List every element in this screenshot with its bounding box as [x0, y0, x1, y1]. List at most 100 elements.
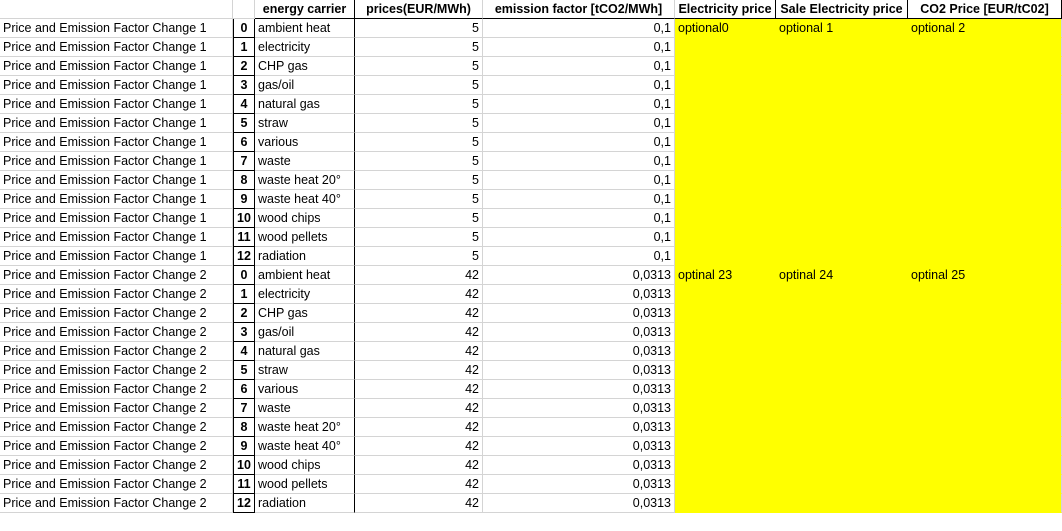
index-cell[interactable]: 0: [233, 266, 255, 285]
scenario-name-cell[interactable]: Price and Emission Factor Change 2: [0, 285, 233, 304]
scenario-name-cell[interactable]: Price and Emission Factor Change 2: [0, 380, 233, 399]
index-cell[interactable]: 5: [233, 114, 255, 133]
header-cell-a[interactable]: [0, 0, 233, 19]
header-electricity-price[interactable]: Electricity price: [675, 0, 776, 19]
price-cell[interactable]: 5: [355, 152, 483, 171]
price-cell[interactable]: 42: [355, 494, 483, 513]
energy-carrier-cell[interactable]: wood chips: [255, 456, 355, 475]
co2-price-cell[interactable]: [908, 342, 1062, 361]
energy-carrier-cell[interactable]: waste: [255, 399, 355, 418]
electricity-price-cell[interactable]: [675, 494, 776, 513]
index-cell[interactable]: 11: [233, 228, 255, 247]
scenario-name-cell[interactable]: Price and Emission Factor Change 2: [0, 323, 233, 342]
scenario-name-cell[interactable]: Price and Emission Factor Change 2: [0, 342, 233, 361]
electricity-price-cell[interactable]: [675, 114, 776, 133]
sale-electricity-price-cell[interactable]: [776, 247, 908, 266]
electricity-price-cell[interactable]: [675, 152, 776, 171]
index-cell[interactable]: 2: [233, 304, 255, 323]
index-cell[interactable]: 8: [233, 171, 255, 190]
emission-factor-cell[interactable]: 0,0313: [483, 304, 675, 323]
scenario-name-cell[interactable]: Price and Emission Factor Change 1: [0, 209, 233, 228]
sale-electricity-price-cell[interactable]: [776, 114, 908, 133]
electricity-price-cell[interactable]: optinal 23: [675, 266, 776, 285]
emission-factor-cell[interactable]: 0,1: [483, 38, 675, 57]
header-co2-price[interactable]: CO2 Price [EUR/tC02]: [908, 0, 1062, 19]
index-cell[interactable]: 9: [233, 437, 255, 456]
scenario-name-cell[interactable]: Price and Emission Factor Change 1: [0, 95, 233, 114]
sale-electricity-price-cell[interactable]: [776, 152, 908, 171]
index-cell[interactable]: 6: [233, 133, 255, 152]
index-cell[interactable]: 10: [233, 456, 255, 475]
electricity-price-cell[interactable]: [675, 361, 776, 380]
index-cell[interactable]: 2: [233, 57, 255, 76]
energy-carrier-cell[interactable]: waste heat 40°: [255, 190, 355, 209]
co2-price-cell[interactable]: [908, 380, 1062, 399]
sale-electricity-price-cell[interactable]: [776, 209, 908, 228]
sale-electricity-price-cell[interactable]: [776, 418, 908, 437]
scenario-name-cell[interactable]: Price and Emission Factor Change 1: [0, 19, 233, 38]
header-energy-carrier[interactable]: energy carrier: [255, 0, 355, 19]
emission-factor-cell[interactable]: 0,1: [483, 133, 675, 152]
electricity-price-cell[interactable]: [675, 209, 776, 228]
electricity-price-cell[interactable]: [675, 190, 776, 209]
emission-factor-cell[interactable]: 0,1: [483, 114, 675, 133]
index-cell[interactable]: 4: [233, 342, 255, 361]
price-cell[interactable]: 42: [355, 399, 483, 418]
scenario-name-cell[interactable]: Price and Emission Factor Change 2: [0, 361, 233, 380]
price-cell[interactable]: 42: [355, 304, 483, 323]
energy-carrier-cell[interactable]: natural gas: [255, 95, 355, 114]
scenario-name-cell[interactable]: Price and Emission Factor Change 1: [0, 171, 233, 190]
co2-price-cell[interactable]: [908, 456, 1062, 475]
sale-electricity-price-cell[interactable]: [776, 399, 908, 418]
co2-price-cell[interactable]: [908, 114, 1062, 133]
energy-carrier-cell[interactable]: electricity: [255, 285, 355, 304]
index-cell[interactable]: 1: [233, 285, 255, 304]
electricity-price-cell[interactable]: [675, 399, 776, 418]
price-cell[interactable]: 5: [355, 38, 483, 57]
sale-electricity-price-cell[interactable]: [776, 228, 908, 247]
sale-electricity-price-cell[interactable]: [776, 95, 908, 114]
price-cell[interactable]: 42: [355, 380, 483, 399]
emission-factor-cell[interactable]: 0,0313: [483, 456, 675, 475]
energy-carrier-cell[interactable]: waste heat 20°: [255, 171, 355, 190]
index-cell[interactable]: 12: [233, 247, 255, 266]
co2-price-cell[interactable]: [908, 76, 1062, 95]
header-sale-electricity-price[interactable]: Sale Electricity price: [776, 0, 908, 19]
price-cell[interactable]: 5: [355, 114, 483, 133]
index-cell[interactable]: 1: [233, 38, 255, 57]
electricity-price-cell[interactable]: [675, 342, 776, 361]
sale-electricity-price-cell[interactable]: [776, 171, 908, 190]
co2-price-cell[interactable]: [908, 304, 1062, 323]
co2-price-cell[interactable]: [908, 95, 1062, 114]
electricity-price-cell[interactable]: [675, 247, 776, 266]
emission-factor-cell[interactable]: 0,0313: [483, 494, 675, 513]
sale-electricity-price-cell[interactable]: [776, 76, 908, 95]
scenario-name-cell[interactable]: Price and Emission Factor Change 2: [0, 475, 233, 494]
price-cell[interactable]: 42: [355, 361, 483, 380]
sale-electricity-price-cell[interactable]: [776, 475, 908, 494]
energy-carrier-cell[interactable]: various: [255, 133, 355, 152]
co2-price-cell[interactable]: [908, 399, 1062, 418]
price-cell[interactable]: 5: [355, 228, 483, 247]
electricity-price-cell[interactable]: [675, 323, 776, 342]
emission-factor-cell[interactable]: 0,0313: [483, 418, 675, 437]
energy-carrier-cell[interactable]: straw: [255, 361, 355, 380]
co2-price-cell[interactable]: [908, 190, 1062, 209]
energy-carrier-cell[interactable]: ambient heat: [255, 266, 355, 285]
price-cell[interactable]: 42: [355, 475, 483, 494]
co2-price-cell[interactable]: [908, 152, 1062, 171]
sale-electricity-price-cell[interactable]: optinal 24: [776, 266, 908, 285]
scenario-name-cell[interactable]: Price and Emission Factor Change 1: [0, 114, 233, 133]
co2-price-cell[interactable]: [908, 228, 1062, 247]
energy-carrier-cell[interactable]: wood pellets: [255, 475, 355, 494]
emission-factor-cell[interactable]: 0,0313: [483, 361, 675, 380]
co2-price-cell[interactable]: [908, 494, 1062, 513]
co2-price-cell[interactable]: [908, 323, 1062, 342]
sale-electricity-price-cell[interactable]: [776, 361, 908, 380]
index-cell[interactable]: 7: [233, 399, 255, 418]
index-cell[interactable]: 3: [233, 323, 255, 342]
index-cell[interactable]: 0: [233, 19, 255, 38]
energy-carrier-cell[interactable]: gas/oil: [255, 323, 355, 342]
emission-factor-cell[interactable]: 0,1: [483, 152, 675, 171]
sale-electricity-price-cell[interactable]: [776, 38, 908, 57]
